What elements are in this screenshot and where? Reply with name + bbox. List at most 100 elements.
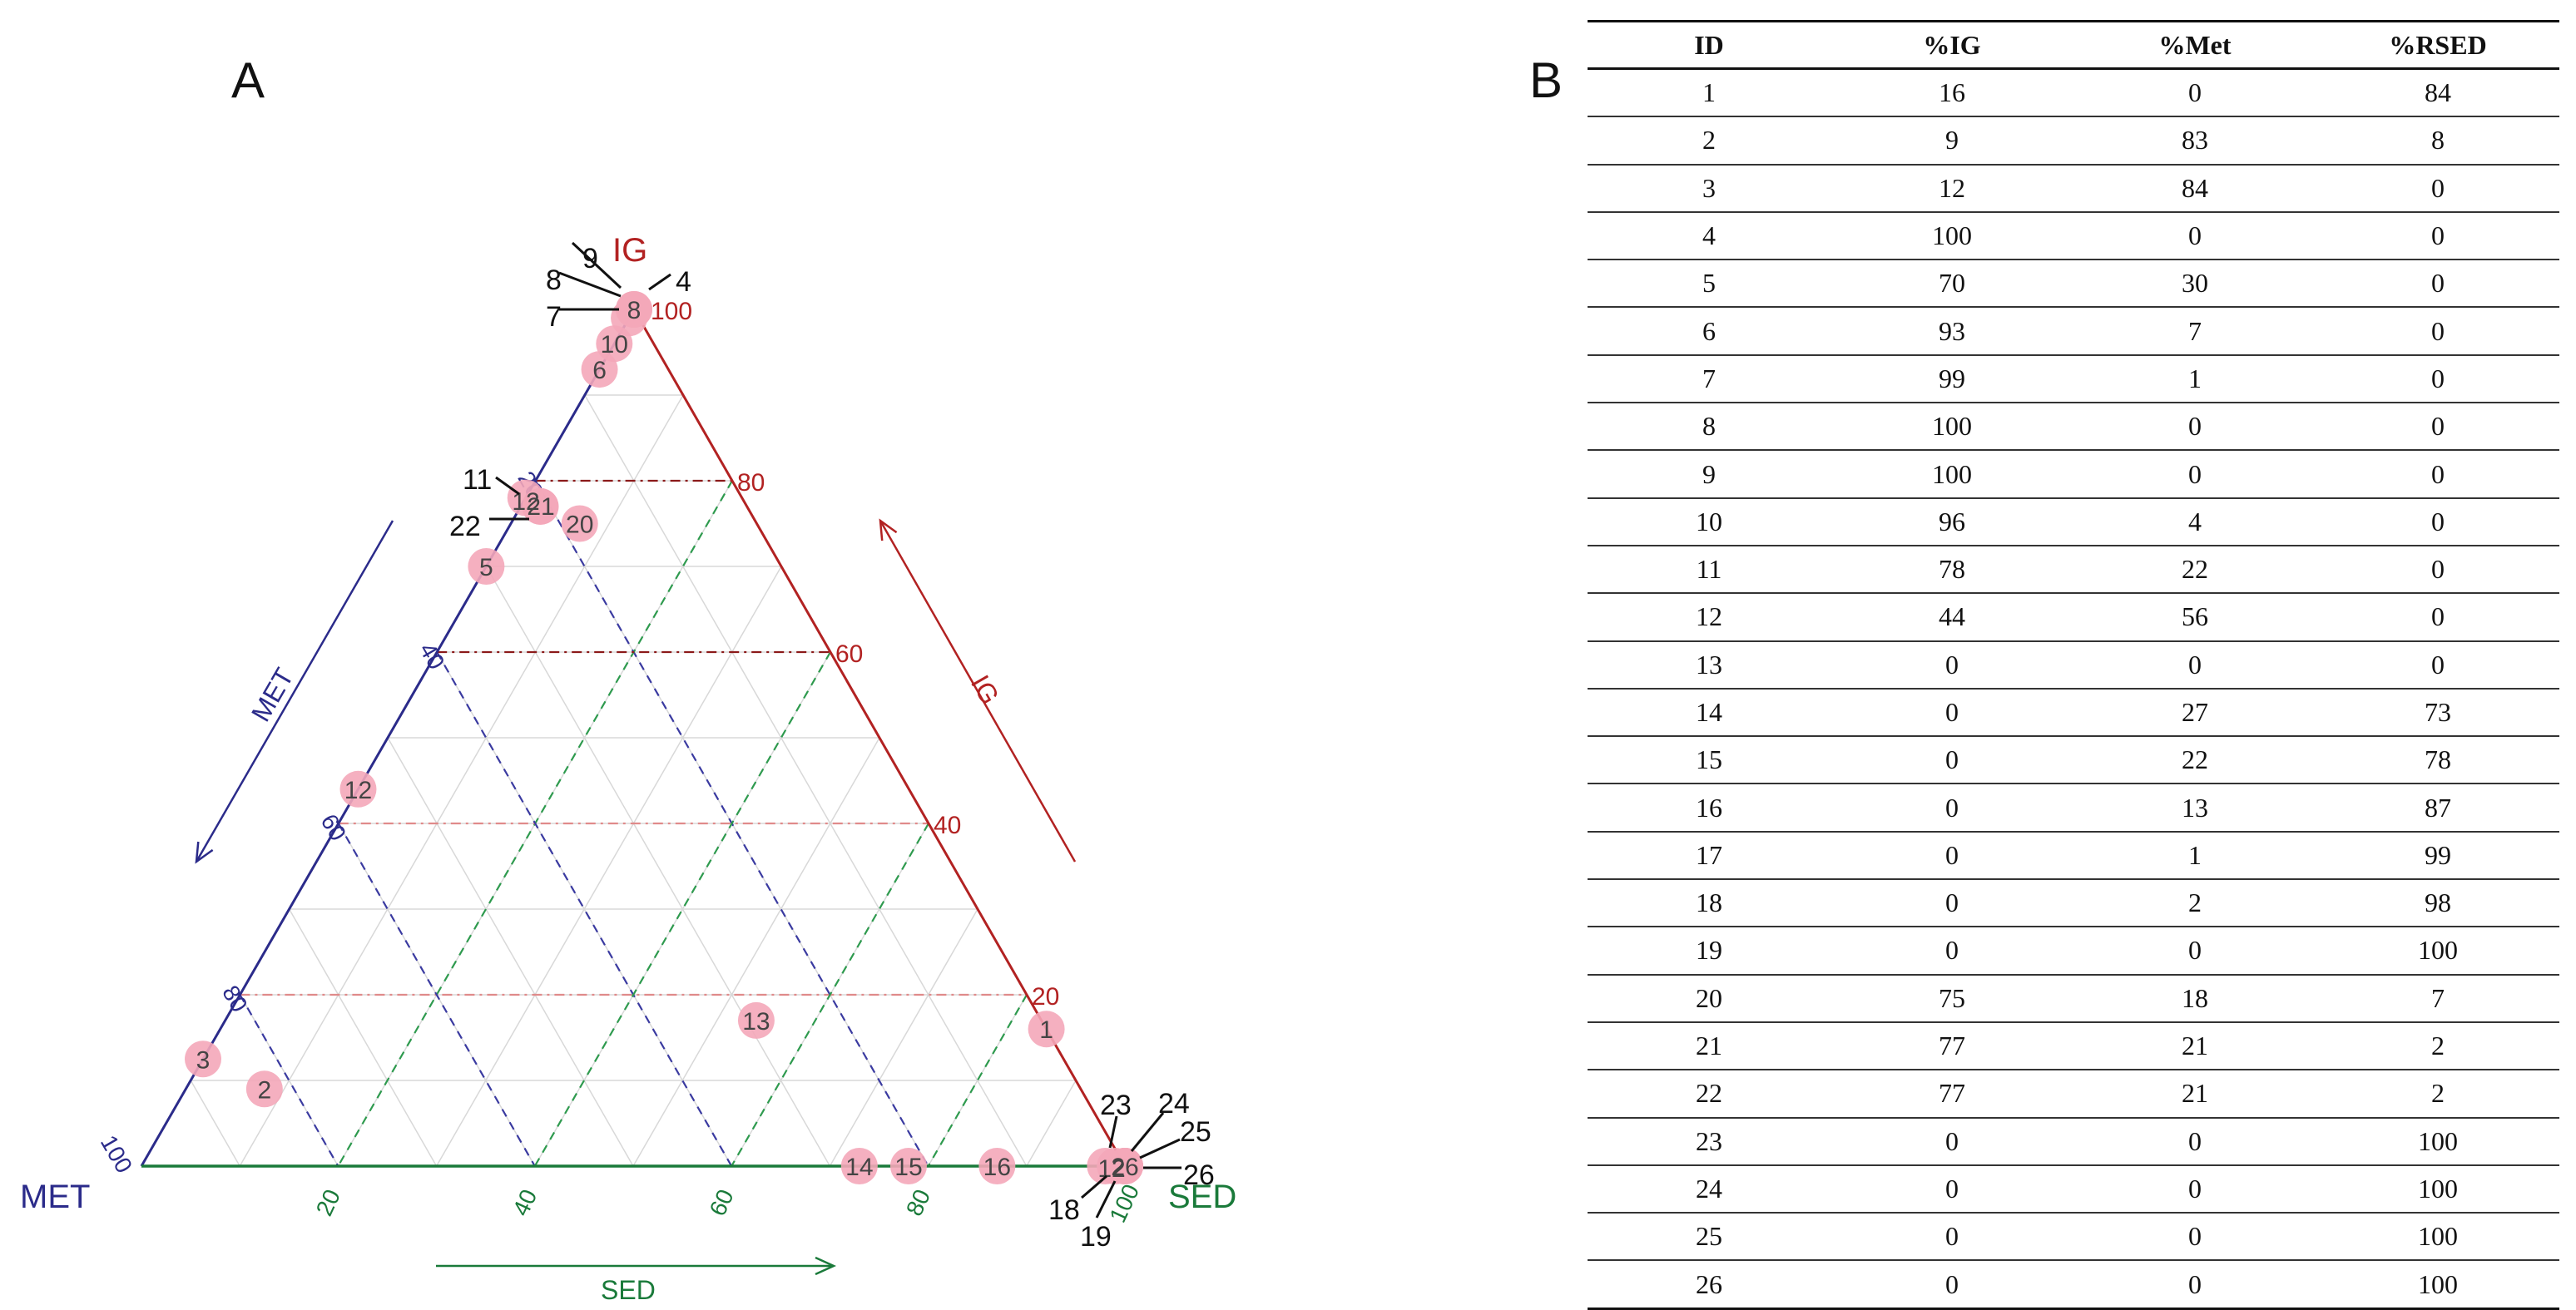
table-cell: 78 (2316, 736, 2559, 785)
data-point-10 (596, 325, 633, 363)
table-row: 3 12 84 0 (1588, 164, 2559, 213)
table-cell: 24 (1588, 1164, 1830, 1214)
table-cell: 0 (2316, 403, 2559, 452)
table-row: 24 0 0 100 (1588, 1164, 2559, 1214)
callout-label-23: 23 (1100, 1090, 1132, 1121)
table-cell: 100 (2316, 1164, 2559, 1214)
axis-arrow-met (195, 520, 394, 863)
table-cell: 0 (2073, 68, 2316, 118)
table-cell: 30 (2073, 260, 2316, 309)
data-point-12 (339, 770, 377, 808)
table-body: 1 16 0 84 2 9 83 8 3 12 84 0 4 100 0 0 5 70 30 0 6 93 7 0 7 99 1 0 8… (1588, 68, 2559, 1310)
table-cell: 0 (2073, 1164, 2316, 1214)
table-row: 15 0 22 78 (1588, 736, 2559, 785)
corner-label-ig: IG (612, 232, 647, 269)
callout-label-9: 9 (582, 243, 598, 274)
table-cell: 87 (2316, 784, 2559, 833)
table-cell: 14 (1588, 688, 1830, 738)
callout-label-7: 7 (546, 301, 562, 333)
table-cell: 0 (1830, 1164, 2073, 1214)
callout-line-4 (648, 273, 671, 291)
data-point-16 (978, 1148, 1016, 1184)
table-header-cell: %Met (2073, 20, 2316, 70)
frame-edge-met (140, 309, 636, 1167)
table-cell: 98 (2316, 879, 2559, 928)
table-cell: 8 (1588, 403, 1830, 452)
table-cell: 83 (2073, 116, 2316, 166)
table-cell: 17 (1588, 831, 1830, 881)
table-cell: 100 (1830, 450, 2073, 499)
corner-label-met: MET (20, 1179, 90, 1215)
table-cell: 0 (2316, 640, 2559, 690)
table-cell: 73 (2316, 688, 2559, 738)
point-label-15: 15 (894, 1154, 922, 1181)
table-cell: 12 (1588, 593, 1830, 642)
point-label-14: 14 (845, 1154, 873, 1181)
point-label-26: 26 (1111, 1154, 1138, 1181)
table-cell: 22 (2073, 736, 2316, 785)
point-label-5: 5 (479, 554, 493, 581)
table-row: 23 0 0 100 (1588, 1117, 2559, 1166)
grid-line-met (288, 908, 438, 1167)
data-point-1 (1028, 1011, 1065, 1048)
table-cell: 12 (1830, 164, 2073, 213)
table-cell: 10 (1588, 497, 1830, 546)
axis-arrow-sed-head (815, 1256, 837, 1276)
table-cell: 18 (2073, 974, 2316, 1023)
table-cell: 70 (1830, 260, 2073, 309)
grid-line-met (190, 1080, 240, 1167)
tick-label-met: 100 (96, 1131, 137, 1178)
callout-label-25: 25 (1180, 1116, 1211, 1148)
callout-label-18: 18 (1048, 1194, 1080, 1226)
table-cell: 0 (1830, 879, 2073, 928)
grid-line-sed (1026, 1080, 1077, 1167)
table-cell: 84 (2316, 68, 2559, 118)
data-point-22 (522, 487, 559, 525)
table-row: 12 44 56 0 (1588, 593, 2559, 642)
table-cell: 0 (1830, 1260, 2073, 1310)
point-label-16: 16 (983, 1154, 1011, 1181)
table-cell: 100 (2316, 1117, 2559, 1166)
table-cell: 93 (1830, 307, 2073, 356)
table-cell: 1 (2073, 354, 2316, 404)
table-row: 6 93 7 0 (1588, 307, 2559, 356)
tick-label-ig: 80 (737, 469, 765, 497)
table-cell: 0 (2073, 927, 2316, 976)
table-row: 13 0 0 0 (1588, 640, 2559, 690)
table-cell: 0 (2073, 1117, 2316, 1166)
data-point-2 (245, 1070, 283, 1108)
callout-label-26: 26 (1183, 1159, 1215, 1191)
axis-arrow-met-head (195, 841, 214, 864)
data-point-5 (468, 548, 505, 585)
callout-label-8: 8 (546, 264, 562, 296)
table-cell: 2 (2073, 879, 2316, 928)
tick-label-sed: 20 (311, 1185, 345, 1219)
table-cell: 25 (1588, 1213, 1830, 1262)
table-cell: 8 (2316, 116, 2559, 166)
grid-line-sed (239, 394, 684, 1167)
dashed-line-sed (731, 823, 929, 1167)
tick-label-sed: 40 (508, 1185, 542, 1219)
table-cell: 0 (2316, 164, 2559, 213)
table-cell: 56 (2073, 593, 2316, 642)
table-cell: 1 (2073, 831, 2316, 881)
table-cell: 21 (2073, 1070, 2316, 1119)
tick-label-sed: 60 (705, 1185, 739, 1219)
tick-label-ig: 20 (1032, 983, 1059, 1011)
table-cell: 21 (1588, 1021, 1830, 1071)
tick-label-ig: 100 (651, 298, 692, 325)
point-label-3: 3 (196, 1046, 211, 1074)
table-cell: 0 (2316, 497, 2559, 546)
table-cell: 5 (1588, 260, 1830, 309)
table-cell: 0 (2316, 260, 2559, 309)
table-cell: 13 (1588, 640, 1830, 690)
table-cell: 0 (2073, 640, 2316, 690)
table-row: 1 16 0 84 (1588, 68, 2559, 118)
table-cell: 44 (1830, 593, 2073, 642)
table-cell: 0 (1830, 1117, 2073, 1166)
callout-label-4: 4 (676, 266, 691, 298)
axis-label-sed: SED (601, 1275, 656, 1305)
data-table: ID %IG %Met %RSED 1 16 0 84 2 9 83 8 3 12 84 0 4 100 0 0 5 7… (1588, 20, 2559, 1310)
axis-arrow-ig-head (879, 518, 898, 541)
table-cell: 0 (1830, 1213, 2073, 1262)
